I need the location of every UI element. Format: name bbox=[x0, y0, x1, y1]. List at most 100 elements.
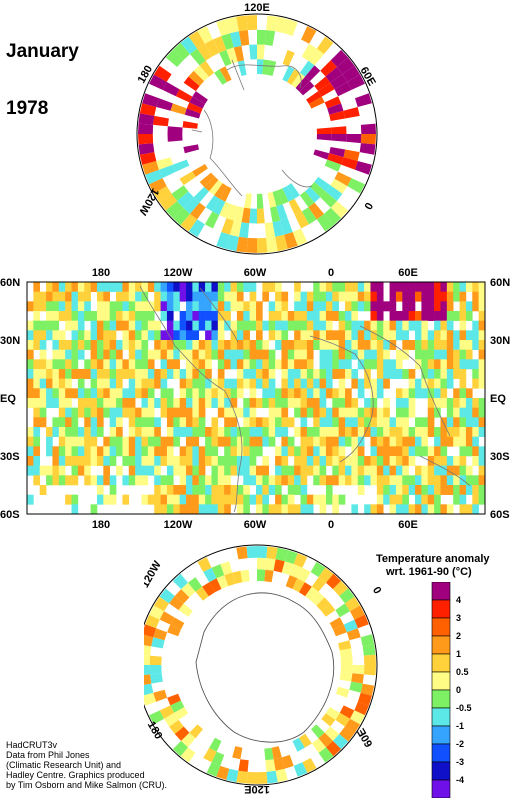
anomaly-cell bbox=[243, 485, 250, 495]
anomaly-cell bbox=[262, 378, 270, 389]
anomaly-cell bbox=[139, 152, 157, 165]
anomaly-cell bbox=[346, 628, 361, 641]
anomaly-cell bbox=[147, 456, 155, 466]
anomaly-cell bbox=[402, 311, 409, 321]
anomaly-cell bbox=[154, 398, 161, 408]
anomaly-cell bbox=[376, 475, 384, 486]
anomaly-cell bbox=[402, 340, 409, 350]
anomaly-cell bbox=[180, 36, 198, 55]
anomaly-cell bbox=[217, 330, 225, 341]
anomaly-cell bbox=[402, 446, 409, 457]
anomaly-cell bbox=[204, 39, 220, 57]
anomaly-cell bbox=[122, 291, 130, 302]
anomaly-cell bbox=[295, 76, 310, 92]
anomaly-cell bbox=[186, 378, 193, 389]
anomaly-cell bbox=[268, 504, 276, 515]
anomaly-cell bbox=[389, 330, 397, 341]
anomaly-cell bbox=[116, 349, 123, 360]
anomaly-cell bbox=[135, 291, 142, 302]
anomaly-cell bbox=[325, 340, 333, 350]
anomaly-cell bbox=[287, 378, 295, 389]
anomaly-cell bbox=[211, 436, 219, 447]
anomaly-cell bbox=[300, 398, 308, 408]
anomaly-cell bbox=[478, 340, 486, 350]
anomaly-cell bbox=[122, 311, 130, 321]
anomaly-cell bbox=[313, 494, 320, 505]
anomaly-cell bbox=[96, 485, 104, 495]
anomaly-cell bbox=[395, 388, 403, 399]
anomaly-cell bbox=[198, 378, 206, 389]
anomaly-cell bbox=[65, 340, 72, 350]
anomaly-cell bbox=[275, 456, 282, 466]
anomaly-cell bbox=[217, 465, 225, 476]
anomaly-cell bbox=[402, 291, 409, 302]
anomaly-cell bbox=[153, 628, 168, 641]
anomaly-cell bbox=[335, 712, 350, 727]
anomaly-cell bbox=[211, 417, 219, 428]
anomaly-cell bbox=[434, 340, 441, 350]
anomaly-cell bbox=[350, 605, 365, 620]
anomaly-cell bbox=[478, 398, 486, 408]
anomaly-cell bbox=[249, 465, 257, 476]
anomaly-cell bbox=[173, 330, 180, 341]
anomaly-cell bbox=[395, 436, 403, 447]
anomaly-cell bbox=[281, 388, 289, 399]
anomaly-cell bbox=[84, 369, 91, 379]
anomaly-cell bbox=[383, 485, 390, 495]
anomaly-cell bbox=[256, 446, 263, 457]
lat-right-60s: 60S bbox=[490, 509, 510, 521]
credits-line: (Climatic Research Unit) and bbox=[6, 760, 122, 770]
anomaly-cell bbox=[376, 494, 384, 505]
anomaly-cell bbox=[179, 311, 187, 321]
anomaly-cell bbox=[186, 282, 193, 292]
anomaly-cell bbox=[459, 427, 467, 437]
anomaly-cell bbox=[383, 320, 390, 331]
anomaly-cell bbox=[293, 553, 308, 568]
anomaly-cell bbox=[33, 282, 41, 292]
lat-left-60s: 60S bbox=[0, 509, 20, 521]
anomaly-cell bbox=[306, 359, 314, 370]
anomaly-cell bbox=[186, 291, 193, 302]
anomaly-cell bbox=[224, 572, 236, 587]
anomaly-cell bbox=[96, 378, 104, 389]
anomaly-cell bbox=[364, 301, 371, 312]
anomaly-cell bbox=[357, 301, 365, 312]
anomaly-cell bbox=[472, 330, 479, 341]
anomaly-cell bbox=[325, 407, 333, 418]
anomaly-cell bbox=[154, 494, 161, 505]
anomaly-cell bbox=[33, 465, 41, 476]
anomaly-cell bbox=[138, 113, 155, 125]
anomaly-cell bbox=[427, 485, 435, 495]
anomaly-cell bbox=[103, 369, 110, 379]
anomaly-cell bbox=[313, 417, 320, 428]
anomaly-cell bbox=[211, 446, 219, 457]
anomaly-cell bbox=[289, 564, 303, 579]
anomaly-cell bbox=[453, 311, 460, 321]
anomaly-cell bbox=[219, 66, 232, 82]
anomaly-cell bbox=[141, 398, 149, 408]
anomaly-cell bbox=[116, 311, 123, 321]
anomaly-cell bbox=[169, 719, 184, 734]
anomaly-cell bbox=[465, 359, 473, 370]
anomaly-cell bbox=[440, 291, 448, 302]
lat-left-30n: 30N bbox=[0, 335, 20, 347]
anomaly-cell bbox=[389, 427, 397, 437]
anomaly-cell bbox=[216, 575, 229, 589]
anomaly-cell bbox=[166, 282, 174, 292]
anomaly-cell bbox=[128, 456, 136, 466]
anomaly-cell bbox=[166, 369, 174, 379]
anomaly-cell bbox=[39, 378, 47, 389]
anomaly-cell bbox=[179, 427, 187, 437]
anomaly-cell bbox=[224, 407, 231, 418]
anomaly-cell bbox=[338, 465, 346, 476]
anomaly-cell bbox=[141, 494, 149, 505]
anomaly-cell bbox=[90, 475, 98, 486]
anomaly-cell bbox=[299, 733, 312, 748]
anomaly-cell bbox=[421, 282, 429, 292]
anomaly-cell bbox=[453, 465, 460, 476]
anomaly-cell bbox=[319, 465, 327, 476]
anomaly-cell bbox=[160, 504, 168, 515]
anomaly-cell bbox=[160, 485, 168, 495]
anomaly-cell bbox=[319, 320, 327, 331]
anomaly-cell bbox=[319, 340, 327, 350]
